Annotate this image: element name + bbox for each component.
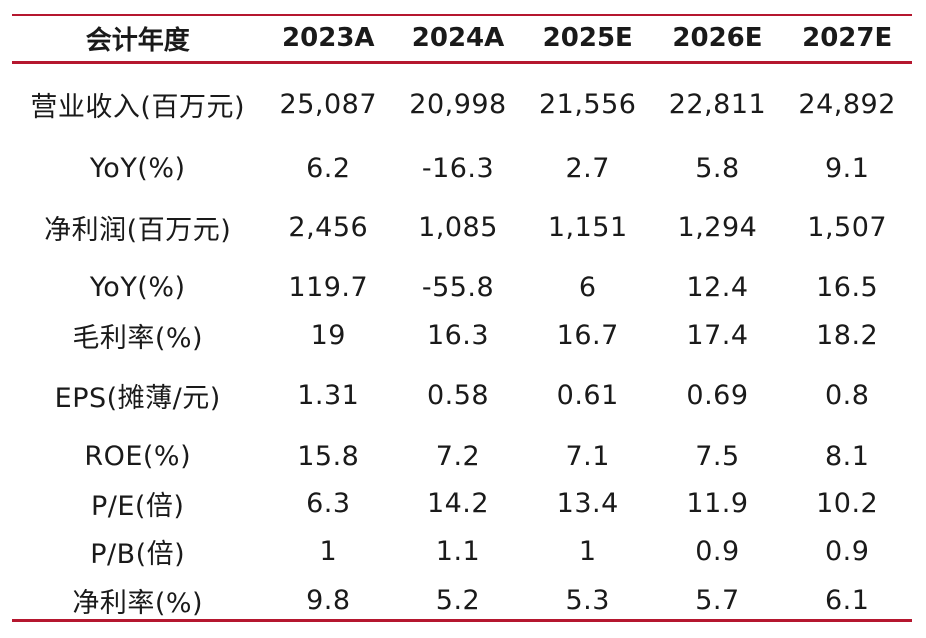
row-value: 1.1 — [435, 535, 481, 567]
row-label: P/E(倍) — [90, 490, 185, 522]
row-value: 5.3 — [565, 584, 610, 616]
row-value: 24,892 — [798, 88, 896, 120]
row-value: 16.7 — [556, 319, 619, 351]
row-value: -16.3 — [421, 152, 495, 184]
row-value: 5.7 — [695, 584, 740, 616]
row-value: 0.8 — [824, 379, 870, 411]
row-value: 7.2 — [435, 440, 481, 472]
row-value: 9.8 — [306, 584, 351, 616]
row-value: 0.9 — [824, 535, 870, 567]
row-label: 净利润(百万元) — [44, 214, 232, 246]
row-value: 1,294 — [677, 211, 758, 243]
row-value: 7.5 — [695, 440, 740, 472]
row-value: 22,811 — [668, 88, 767, 120]
row-value: 17.4 — [686, 319, 749, 351]
row-value: 2.7 — [565, 152, 610, 184]
row-value: 15.8 — [297, 440, 360, 472]
financial-forecast-table: 会计年度 2023A 2024A 2025E 2026E 2027E 营业收入(… — [12, 0, 912, 638]
row-value: 0.9 — [695, 535, 740, 567]
row-value: 1.31 — [297, 379, 360, 411]
row-value: 119.7 — [288, 271, 369, 303]
header-2026e: 2026E — [672, 23, 763, 53]
header-rule — [12, 61, 912, 64]
row-label: EPS(摊薄/元) — [54, 382, 221, 414]
row-value: 21,556 — [538, 88, 637, 120]
row-value: 25,087 — [279, 88, 378, 120]
row-value: 10.2 — [816, 487, 879, 519]
table-row: ROE(%) 15.8 7.2 7.1 7.5 8.1 — [12, 431, 912, 481]
row-value: 16.5 — [816, 271, 879, 303]
row-value: 1,507 — [807, 211, 888, 243]
row-value: 13.4 — [556, 487, 619, 519]
row-value: -55.8 — [421, 271, 495, 303]
row-label: ROE(%) — [84, 440, 192, 472]
row-value: 0.61 — [556, 379, 619, 411]
row-value: 8.1 — [824, 440, 870, 472]
row-value: 5.2 — [435, 584, 481, 616]
row-value: 0.58 — [426, 379, 490, 411]
row-value: 0.69 — [686, 379, 749, 411]
row-value: 9.1 — [824, 152, 870, 184]
header-row: 会计年度 2023A 2024A 2025E 2026E 2027E — [12, 13, 912, 63]
table-row: YoY(%) 6.2 -16.3 2.7 5.8 9.1 — [12, 143, 912, 193]
row-value: 18.2 — [816, 319, 879, 351]
row-value: 6 — [578, 271, 597, 303]
row-value: 5.8 — [695, 152, 740, 184]
bottom-rule — [12, 619, 912, 622]
table-row: 毛利率(%) 19 16.3 16.7 17.4 18.2 — [12, 310, 912, 360]
row-label: YoY(%) — [89, 152, 186, 184]
row-value: 6.3 — [306, 487, 351, 519]
row-value: 20,998 — [409, 88, 507, 120]
row-label: P/B(倍) — [90, 538, 186, 570]
row-label: 营业收入(百万元) — [30, 91, 245, 123]
table-row: EPS(摊薄/元) 1.31 0.58 0.61 0.69 0.8 — [12, 370, 912, 420]
table-row: 营业收入(百万元) 25,087 20,998 21,556 22,811 24… — [12, 79, 912, 129]
row-value: 1 — [319, 535, 338, 567]
row-label: 毛利率(%) — [72, 322, 204, 354]
row-value: 1,151 — [547, 211, 628, 243]
table-row: YoY(%) 119.7 -55.8 6 12.4 16.5 — [12, 262, 912, 312]
row-value: 19 — [310, 319, 346, 351]
row-value: 7.1 — [565, 440, 610, 472]
table-row: P/B(倍) 1 1.1 1 0.9 0.9 — [12, 526, 912, 576]
header-2023a: 2023A — [282, 23, 375, 53]
table-row: P/E(倍) 6.3 14.2 13.4 11.9 10.2 — [12, 478, 912, 528]
row-value: 2,456 — [288, 211, 369, 243]
top-rule — [12, 14, 912, 16]
row-label: YoY(%) — [89, 271, 186, 303]
table-row: 净利润(百万元) 2,456 1,085 1,151 1,294 1,507 — [12, 202, 912, 252]
row-value: 12.4 — [686, 271, 749, 303]
header-2025e: 2025E — [542, 23, 633, 53]
row-value: 1,085 — [418, 211, 498, 243]
header-2024a: 2024A — [411, 23, 505, 53]
row-value: 14.2 — [426, 487, 490, 519]
row-value: 1 — [578, 535, 597, 567]
row-label: 净利率(%) — [72, 587, 204, 619]
header-2027e: 2027E — [802, 23, 893, 53]
header-label: 会计年度 — [85, 25, 190, 56]
row-value: 16.3 — [426, 319, 490, 351]
row-value: 6.1 — [824, 584, 870, 616]
row-value: 6.2 — [306, 152, 351, 184]
row-value: 11.9 — [686, 487, 749, 519]
table-row: 净利率(%) 9.8 5.2 5.3 5.7 6.1 — [12, 575, 912, 625]
